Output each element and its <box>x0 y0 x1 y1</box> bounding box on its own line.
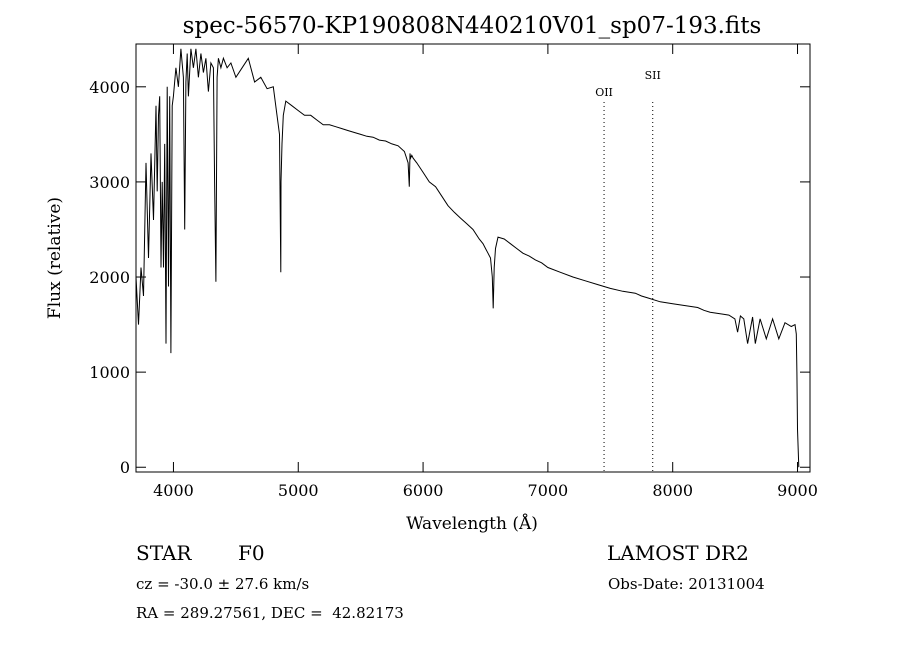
y-tick-label: 3000 <box>89 173 130 192</box>
y-tick-label: 4000 <box>89 78 130 97</box>
survey-name: LAMOST DR2 <box>607 541 749 565</box>
x-tick-label: 6000 <box>403 481 444 500</box>
y-tick-label: 2000 <box>89 268 130 287</box>
chart-title: spec-56570-KP190808N440210V01_sp07-193.f… <box>183 13 762 39</box>
axis-tick-labels: 4000 5000 6000 7000 8000 9000 0 1000 2000 3000 400… <box>89 78 818 500</box>
x-tick-label: 9000 <box>777 481 818 500</box>
object-type: STAR <box>136 541 192 565</box>
x-axis-label: Wavelength (Å) <box>406 513 538 534</box>
y-tick-label: 1000 <box>89 363 130 382</box>
subclass: F0 <box>238 541 265 565</box>
x-tick-label: 8000 <box>652 481 693 500</box>
obs-date: Obs-Date: 20131004 <box>608 575 765 593</box>
x-tick-label: 5000 <box>278 481 319 500</box>
line-markers: OII SII <box>595 69 661 472</box>
line-marker-label: OII <box>595 86 613 99</box>
coordinates: RA = 289.27561, DEC = 42.82173 <box>136 604 404 622</box>
x-tick-label: 4000 <box>153 481 194 500</box>
plot-frame <box>135 43 811 473</box>
x-tick-label: 7000 <box>528 481 569 500</box>
velocity: cz = -30.0 ± 27.6 km/s <box>136 575 310 593</box>
spectrum-line <box>135 48 800 468</box>
y-axis-label: Flux (relative) <box>45 197 65 319</box>
y-tick-label: 0 <box>120 458 130 477</box>
axis-ticks <box>136 44 810 472</box>
line-marker-label: SII <box>645 69 661 82</box>
